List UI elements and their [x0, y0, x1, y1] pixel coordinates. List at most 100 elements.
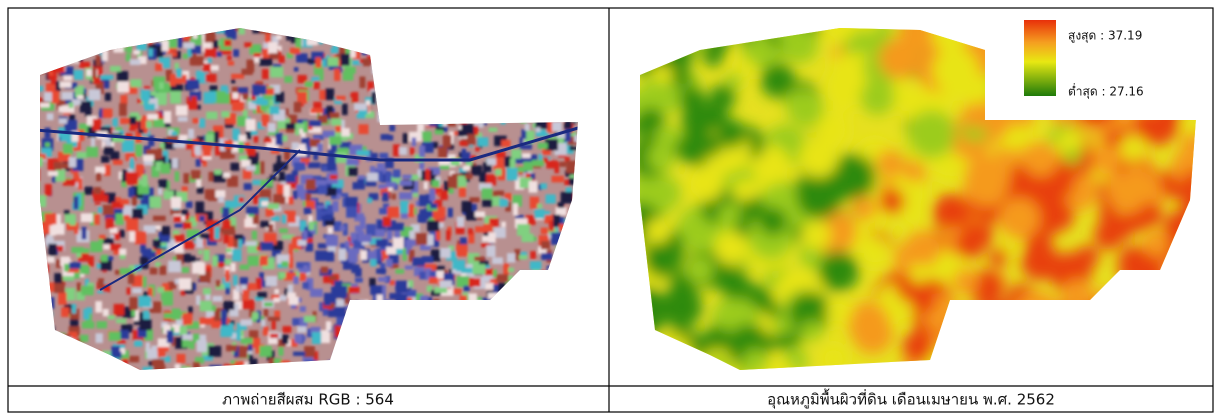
heat-blob [679, 86, 706, 113]
pixel-patch [528, 90, 539, 101]
pixel-patch [557, 333, 563, 339]
pixel-patch [119, 230, 124, 238]
pixel-patch [565, 219, 578, 231]
pixel-patch [222, 366, 233, 377]
pixel-patch [157, 287, 164, 293]
pixel-patch [566, 161, 578, 174]
pixel-patch [315, 364, 322, 368]
pixel-patch [339, 362, 349, 367]
pixel-patch [584, 51, 596, 57]
pixel-patch [522, 153, 531, 158]
pixel-patch [507, 168, 518, 181]
pixel-patch [413, 77, 418, 85]
pixel-patch [434, 78, 439, 85]
pixel-patch [181, 366, 191, 372]
pixel-patch [518, 276, 526, 282]
pixel-patch [150, 268, 157, 275]
heat-blob [953, 269, 979, 295]
pixel-patch [379, 208, 388, 214]
pixel-patch [189, 341, 194, 349]
pixel-patch [545, 321, 552, 331]
pixel-patch [73, 21, 79, 32]
heat-blob [1187, 169, 1204, 186]
pixel-patch [585, 189, 597, 196]
pixel-patch [79, 374, 89, 380]
pixel-patch [374, 364, 380, 369]
heat-blob [1191, 212, 1222, 245]
pixel-patch [113, 43, 123, 52]
pixel-patch [313, 81, 319, 89]
pixel-patch [487, 34, 493, 41]
pixel-patch [98, 28, 105, 34]
pixel-patch [179, 135, 187, 141]
pixel-patch [69, 102, 74, 108]
pixel-patch [464, 313, 473, 322]
pixel-patch [533, 270, 541, 279]
pixel-patch [101, 378, 113, 384]
heat-blob [647, 144, 675, 172]
pixel-patch [408, 75, 415, 87]
heat-blob [687, 165, 724, 202]
pixel-patch [374, 64, 387, 74]
pixel-patch [333, 371, 337, 381]
pixel-patch [346, 158, 359, 165]
pixel-patch [524, 64, 534, 76]
heat-blob [852, 196, 876, 220]
pixel-patch [75, 372, 79, 383]
pixel-patch [499, 301, 504, 309]
pixel-patch [227, 55, 232, 60]
pixel-patch [411, 42, 419, 53]
pixel-patch [480, 372, 492, 382]
pixel-patch [534, 79, 540, 89]
pixel-patch [572, 33, 584, 43]
pixel-patch [260, 346, 272, 357]
heat-blob [1172, 145, 1216, 189]
pixel-patch [69, 217, 75, 225]
pixel-patch [392, 116, 398, 120]
pixel-patch [418, 353, 426, 358]
pixel-patch [541, 183, 547, 189]
pixel-patch [548, 298, 558, 310]
pixel-patch [448, 107, 460, 117]
pixel-patch [119, 249, 126, 255]
pixel-patch [233, 275, 238, 286]
pixel-patch [393, 237, 404, 249]
pixel-patch [244, 241, 257, 245]
heat-blob [864, 24, 882, 42]
pixel-patch [447, 358, 457, 364]
pixel-patch [546, 93, 554, 105]
pixel-patch [175, 171, 180, 181]
pixel-patch [440, 360, 445, 370]
pixel-patch [203, 249, 209, 261]
pixel-patch [360, 370, 370, 378]
pixel-patch [338, 334, 344, 340]
heat-blob [672, 350, 695, 373]
pixel-patch [304, 207, 312, 214]
pixel-patch [470, 312, 479, 324]
pixel-patch [434, 53, 445, 65]
pixel-patch [389, 36, 396, 44]
pixel-patch [348, 327, 358, 339]
pixel-patch [436, 81, 440, 93]
pixel-patch [434, 47, 446, 52]
pixel-patch [485, 327, 496, 334]
pixel-patch [465, 325, 473, 331]
pixel-patch [564, 117, 572, 129]
pixel-patch [244, 42, 252, 47]
pixel-patch [206, 112, 217, 120]
pixel-patch [369, 49, 380, 55]
pixel-patch [518, 366, 526, 373]
pixel-patch [382, 192, 388, 201]
pixel-patch [485, 283, 494, 289]
pixel-patch [545, 313, 551, 322]
pixel-patch [415, 353, 421, 358]
pixel-patch [305, 82, 313, 88]
pixel-patch [555, 63, 564, 68]
pixel-patch [99, 372, 112, 377]
pixel-patch [366, 224, 376, 236]
pixel-patch [495, 169, 501, 176]
pixel-patch [44, 26, 55, 34]
pixel-patch [197, 187, 204, 194]
pixel-patch [435, 320, 446, 325]
pixel-patch [562, 272, 568, 279]
